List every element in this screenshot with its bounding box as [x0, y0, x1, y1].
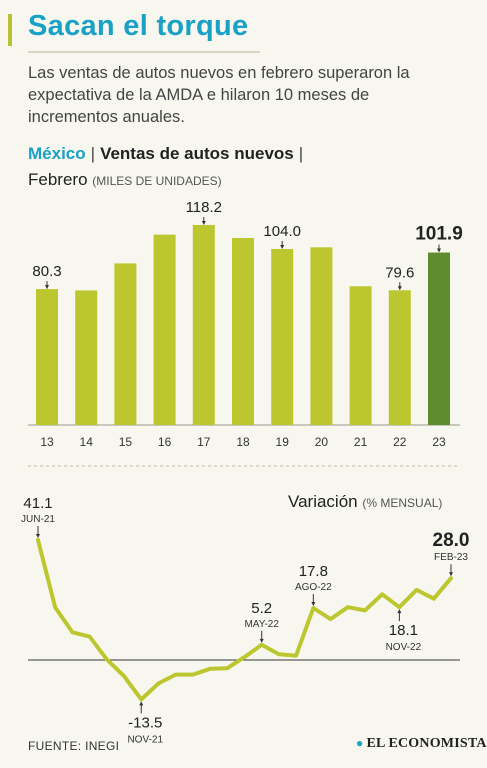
annotation-value: 41.1 — [23, 495, 52, 512]
annotation-date: AGO-22 — [295, 582, 332, 593]
bar — [310, 247, 333, 425]
bar — [271, 249, 294, 425]
logo-mark-icon: ● — [356, 736, 364, 750]
bar — [75, 290, 98, 425]
x-tick-label: 21 — [354, 435, 368, 449]
x-tick-label: 20 — [315, 435, 329, 449]
variation-title: Variación (% MENSUAL) — [288, 492, 442, 512]
bar — [153, 234, 176, 425]
logo-text: EL ECONOMISTA — [366, 736, 487, 751]
annotation-date: NOV-21 — [127, 734, 163, 745]
title-accent-bar — [8, 14, 12, 46]
annotation-date: FEB-23 — [434, 552, 468, 563]
x-tick-label: 15 — [119, 435, 133, 449]
data-label-arrow — [201, 220, 206, 225]
variation-unit: (% MENSUAL) — [362, 496, 443, 510]
annotation-arrow — [449, 572, 453, 577]
annotation-value: 18.1 — [389, 622, 418, 639]
chart-heading: México | Ventas de autos nuevos | — [28, 144, 308, 164]
bar-data-label: 118.2 — [186, 199, 222, 216]
unit-label: (MILES DE UNIDADES) — [92, 174, 222, 188]
bar — [428, 252, 450, 425]
title-underline — [28, 51, 260, 53]
bar — [388, 290, 411, 425]
data-label-arrow — [397, 286, 402, 291]
page-title: Sacan el torque — [28, 10, 249, 42]
annotation-arrow — [36, 534, 40, 538]
source-label: FUENTE: INEGI — [28, 739, 120, 753]
bar — [192, 224, 215, 425]
bar — [349, 286, 372, 425]
period-label: Febrero — [28, 170, 88, 189]
subtitle: Las ventas de autos nuevos en febrero su… — [28, 64, 410, 126]
data-label-arrow — [437, 248, 441, 253]
annotation-arrow — [139, 701, 144, 706]
bar — [232, 238, 254, 425]
bar-data-label: 104.0 — [263, 223, 301, 240]
country-label: México — [28, 144, 86, 163]
annotation-value: 17.8 — [299, 563, 328, 580]
annotation-arrow — [259, 638, 264, 643]
bar-data-label: 80.3 — [32, 263, 61, 280]
variation-label: Variación — [288, 492, 358, 511]
bar — [36, 289, 58, 425]
bar — [114, 263, 137, 425]
annotation-value: 5.2 — [251, 600, 272, 617]
annotation-arrow — [311, 602, 316, 607]
bar-data-label: 101.9 — [415, 224, 463, 245]
x-tick-label: 17 — [197, 435, 211, 449]
x-tick-label: 16 — [158, 435, 172, 449]
bar-data-label: 79.6 — [385, 264, 414, 281]
x-tick-label: 22 — [393, 435, 407, 449]
annotation-value: -13.5 — [128, 714, 162, 731]
heading-separator: | — [90, 144, 96, 163]
heading-separator-2: | — [298, 144, 304, 163]
annotation-date: JUN-21 — [21, 514, 55, 525]
annotation-value: 28.0 — [433, 530, 470, 551]
annotation-arrow — [397, 609, 402, 614]
chart-name: Ventas de autos nuevos — [100, 144, 294, 163]
x-tick-label: 19 — [276, 435, 290, 449]
data-label-arrow — [280, 245, 285, 249]
publisher-logo: ● EL ECONOMISTA — [356, 736, 487, 752]
x-tick-label: 23 — [432, 435, 446, 449]
annotation-date: NOV-22 — [386, 642, 422, 653]
series-line — [36, 538, 453, 702]
data-label-arrow — [45, 285, 49, 290]
x-tick-label: 14 — [80, 435, 94, 449]
chart-subheading: Febrero (MILES DE UNIDADES) — [28, 170, 222, 190]
annotation-date: MAY-22 — [244, 619, 279, 630]
x-tick-label: 18 — [236, 435, 250, 449]
x-tick-label: 13 — [40, 435, 54, 449]
